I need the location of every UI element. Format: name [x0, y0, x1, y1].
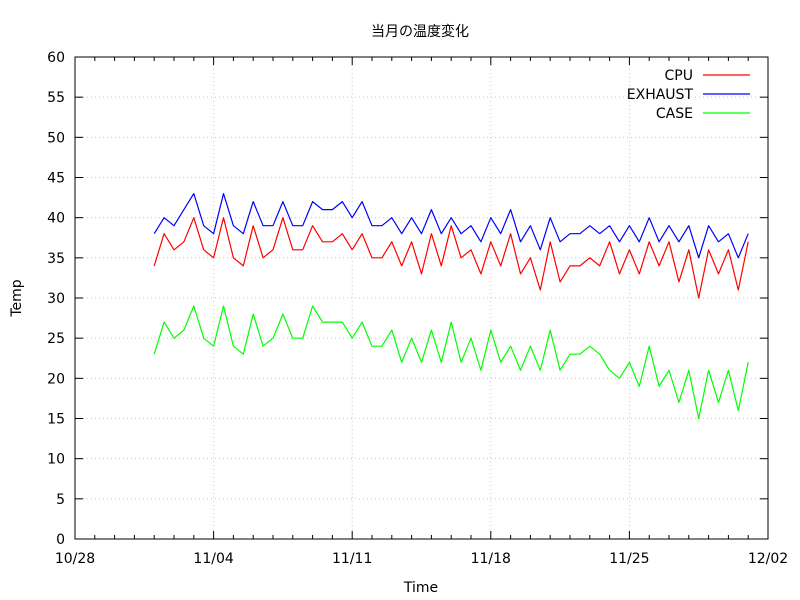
x-axis: 10/28 11/04 11/11 11/18 11/25 12/02 [55, 57, 788, 567]
y-tick-label: 20 [47, 371, 65, 387]
y-tick-label: 35 [47, 251, 65, 267]
y-axis: 0 5 10 15 20 25 30 35 40 45 50 55 60 [47, 50, 768, 548]
y-tick-label: 55 [47, 90, 65, 106]
y-tick-label: 30 [47, 291, 65, 307]
y-tick-label: 10 [47, 452, 65, 468]
x-tick-label: 11/25 [609, 551, 649, 567]
x-tick-label: 11/18 [471, 551, 511, 567]
x-axis-title: Time [403, 580, 438, 596]
series-line-exhaust [153, 193, 749, 259]
series-line-case [153, 305, 749, 420]
y-tick-label: 40 [47, 211, 65, 227]
y-tick-label: 50 [47, 130, 65, 146]
series-line-cpu [153, 217, 749, 299]
y-tick-label: 5 [56, 492, 65, 508]
series-layer [153, 193, 749, 420]
y-tick-label: 45 [47, 171, 65, 187]
x-tick-label: 11/11 [332, 551, 372, 567]
legend: CPU EXHAUST CASE [627, 68, 750, 122]
x-tick-label: 10/28 [55, 551, 95, 567]
y-axis-title: Temp [9, 279, 25, 317]
chart-title: 当月の温度変化 [371, 23, 469, 40]
x-tick-label: 11/04 [193, 551, 233, 567]
y-tick-label: 15 [47, 412, 65, 428]
y-tick-label: 60 [47, 50, 65, 66]
legend-label: CASE [656, 106, 693, 122]
legend-label: EXHAUST [627, 87, 694, 103]
y-tick-label: 0 [56, 532, 65, 548]
y-tick-label: 25 [47, 331, 65, 347]
legend-label: CPU [665, 68, 693, 84]
plot-frame [74, 56, 769, 540]
x-tick-label: 12/02 [748, 551, 788, 567]
grid-lines [75, 57, 768, 539]
